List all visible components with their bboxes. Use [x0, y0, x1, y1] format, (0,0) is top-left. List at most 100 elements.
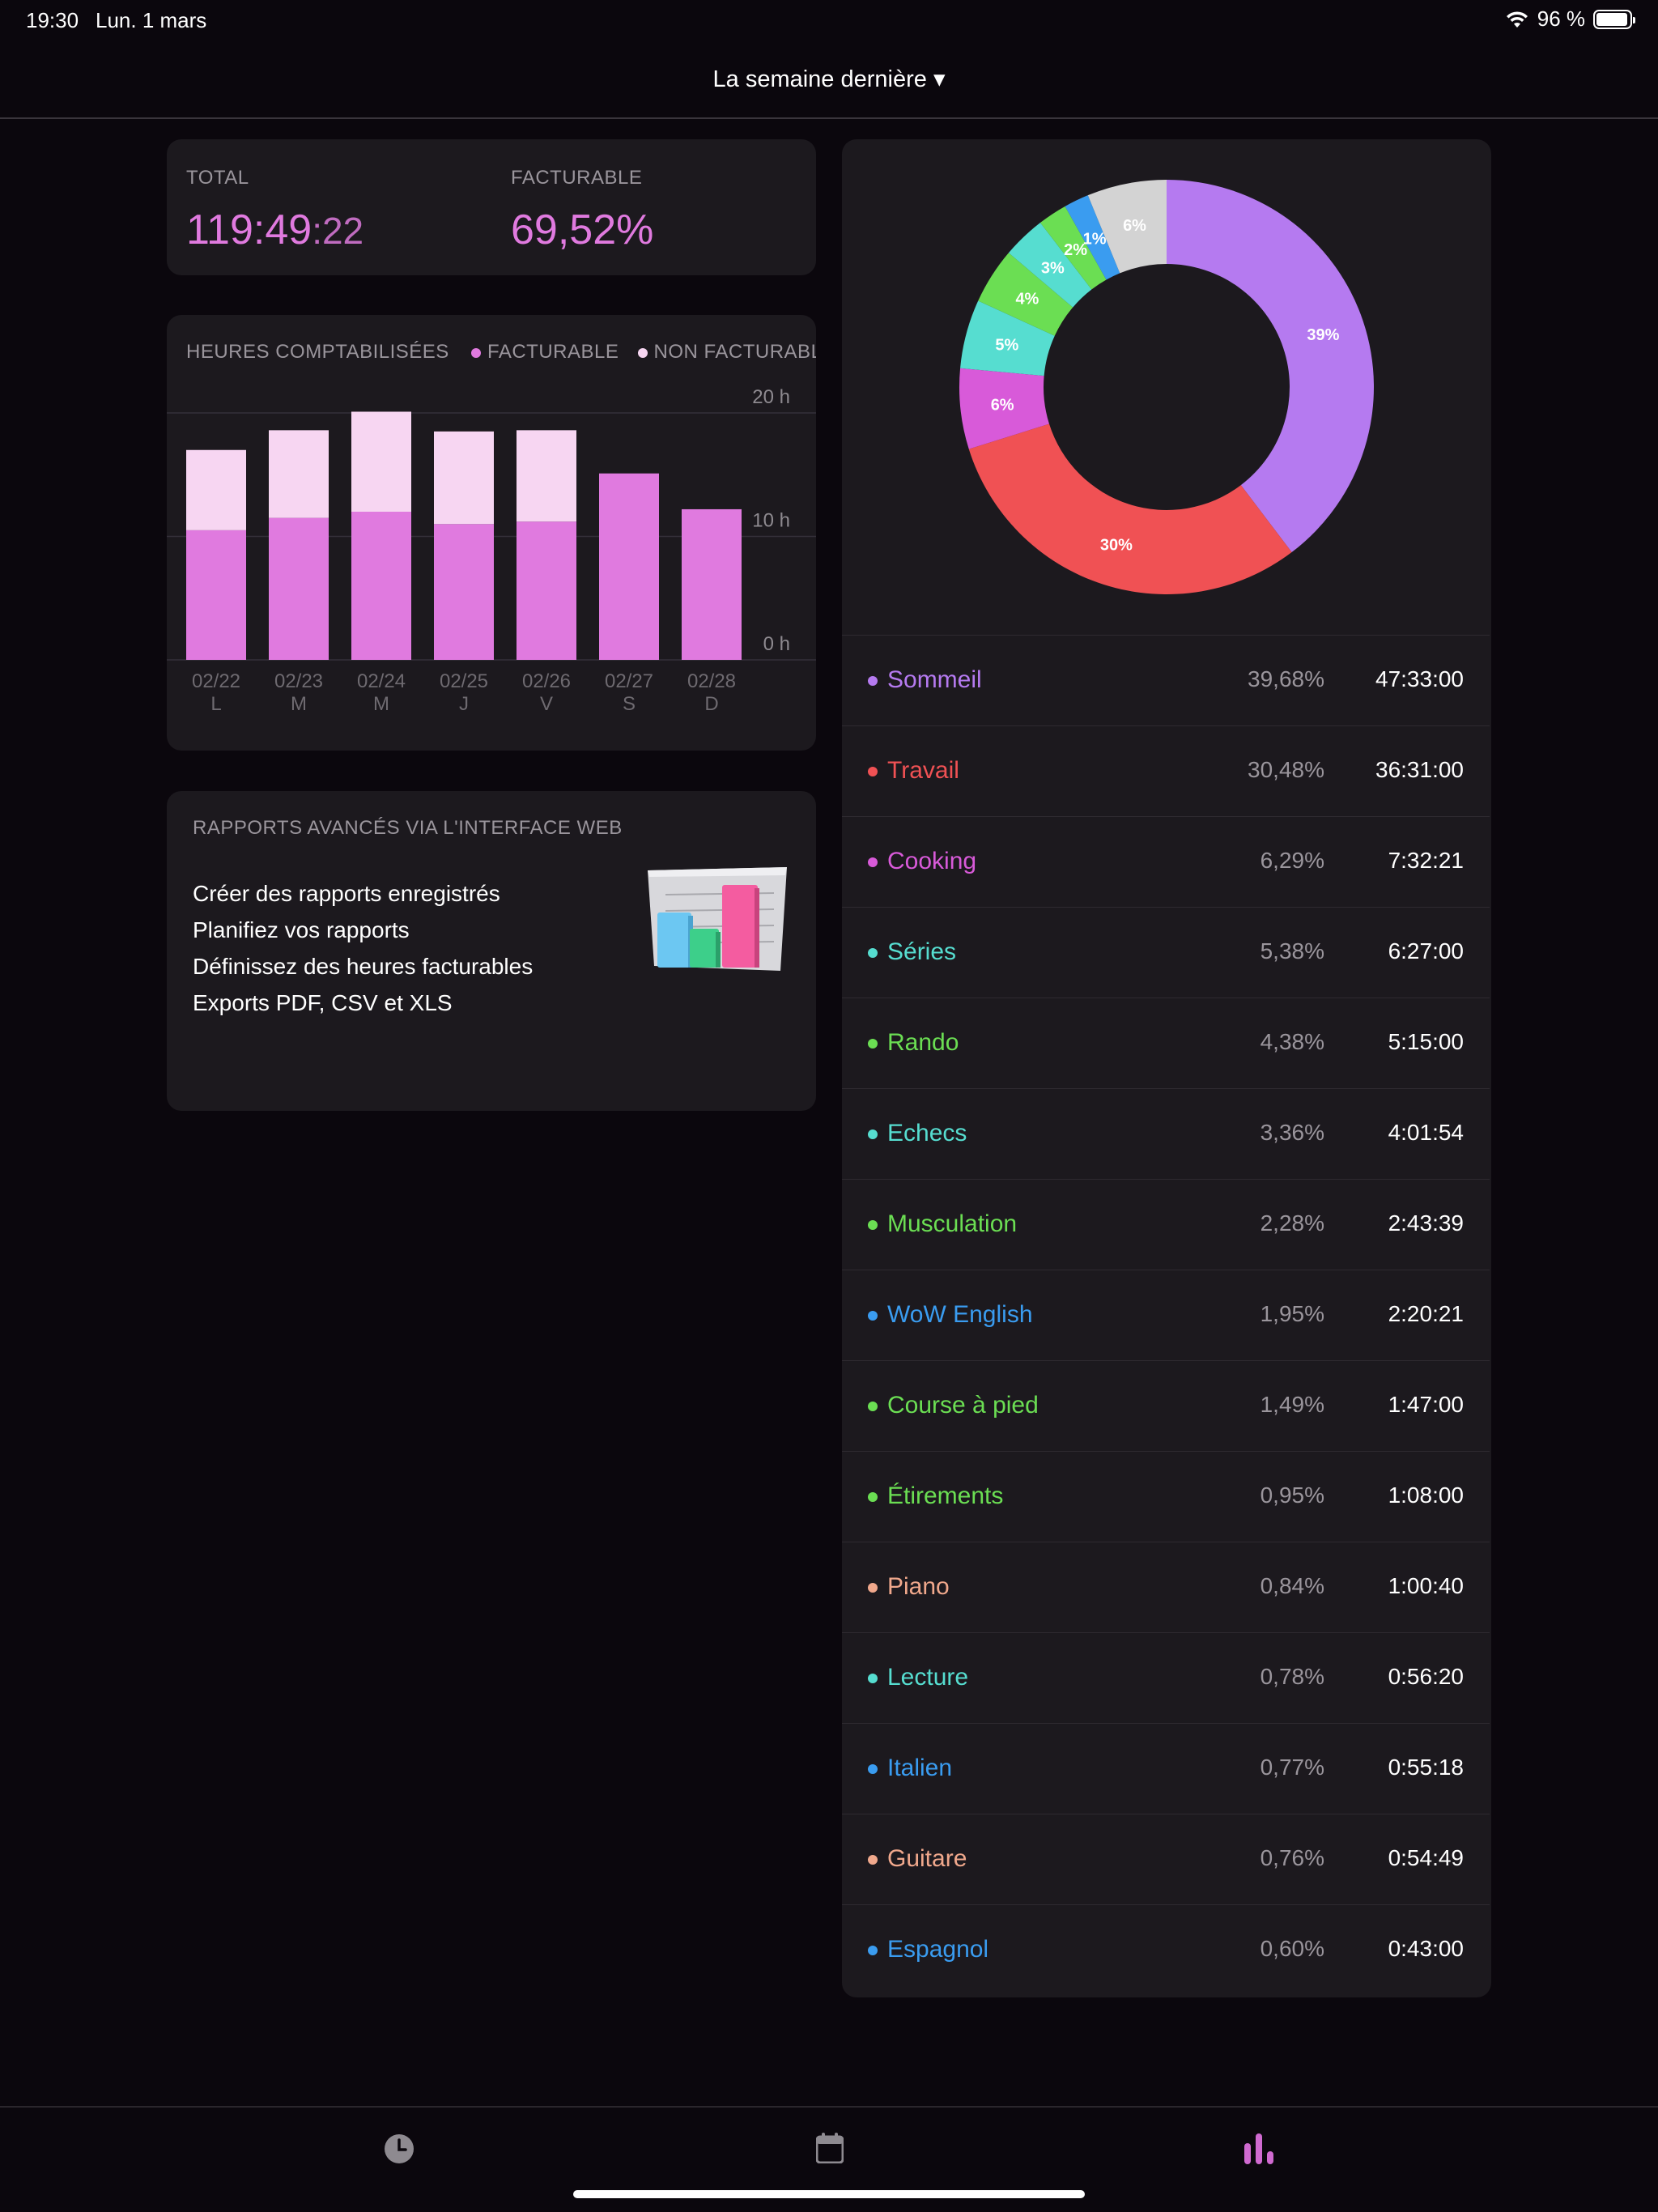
activity-percent: 39,68%: [1248, 666, 1324, 691]
activity-color-dot: [868, 1492, 878, 1502]
bar-billable: [682, 508, 742, 660]
activity-row[interactable]: Guitare 0,76% 0:54:49: [842, 1814, 1490, 1904]
wifi-icon: [1506, 11, 1528, 28]
donut-slice[interactable]: [968, 423, 1292, 594]
donut-slice[interactable]: [1039, 206, 1107, 290]
status-date: Lun. 1 mars: [96, 8, 207, 32]
reports-feature: Exports PDF, CSV et XLS: [193, 990, 453, 1015]
donut-slice-label: 2%: [1064, 241, 1087, 259]
battery-percent: 96 %: [1537, 6, 1585, 31]
x-tick-date: 02/23: [274, 670, 323, 692]
activity-name: Course à pied: [887, 1392, 1039, 1419]
activity-color-dot: [868, 767, 878, 776]
activity-duration: 1:00:40: [1388, 1573, 1464, 1598]
activity-percent: 1,49%: [1260, 1392, 1324, 1417]
x-tick-date: 02/27: [605, 670, 653, 692]
activity-row[interactable]: Echecs 3,36% 4:01:54: [842, 1088, 1490, 1179]
bar-chart-icon[interactable]: [1243, 2132, 1275, 2164]
donut-slice[interactable]: [1087, 180, 1167, 274]
activity-name: Séries: [887, 938, 957, 965]
activity-row[interactable]: Espagnol 0,60% 0:43:00: [842, 1904, 1490, 1995]
bar-billable: [517, 521, 576, 660]
reports-feature-list: Créer des rapports enregistrés Planifiez…: [193, 875, 533, 1021]
donut-slice-label: 4%: [1015, 290, 1039, 308]
donut-slice[interactable]: [1008, 223, 1092, 308]
activity-duration: 0:54:49: [1388, 1845, 1464, 1870]
activity-name: Cooking: [887, 848, 977, 874]
donut-slice[interactable]: [959, 368, 1049, 449]
activity-color-dot: [868, 1129, 878, 1139]
activity-percent: 4,38%: [1260, 1029, 1324, 1054]
reports-chart-illustration-icon: [648, 867, 787, 971]
activity-name: Echecs: [887, 1120, 967, 1146]
calendar-icon[interactable]: [816, 2133, 844, 2163]
activity-row[interactable]: Séries 5,38% 6:27:00: [842, 907, 1490, 998]
x-tick-date: 02/24: [357, 670, 406, 692]
donut-slice[interactable]: [960, 300, 1055, 376]
billable-value: 69,52%: [511, 206, 654, 253]
bar-nonbillable: [434, 431, 494, 525]
activity-color-dot: [868, 1946, 878, 1955]
total-value: 119:49:22: [186, 206, 363, 254]
bar-nonbillable: [186, 449, 246, 530]
x-tick-day: M: [373, 693, 389, 715]
x-tick-date: 02/25: [440, 670, 488, 692]
donut-slice[interactable]: [1167, 180, 1374, 553]
activity-row[interactable]: Cooking 6,29% 7:32:21: [842, 816, 1490, 907]
activity-percent: 0,76%: [1260, 1845, 1324, 1870]
activity-percent: 0,77%: [1260, 1755, 1324, 1780]
activity-name: Piano: [887, 1573, 950, 1600]
activity-row[interactable]: Étirements 0,95% 1:08:00: [842, 1451, 1490, 1542]
donut-slice-label: 30%: [1100, 536, 1133, 554]
activity-name: Italien: [887, 1755, 953, 1781]
activity-duration: 47:33:00: [1375, 666, 1464, 691]
reports-title: RAPPORTS AVANCÉS VIA L'INTERFACE WEB: [193, 817, 623, 839]
legend-billable-label: FACTURABLE: [487, 341, 619, 363]
reports-card[interactable]: RAPPORTS AVANCÉS VIA L'INTERFACE WEB Cré…: [167, 791, 816, 1111]
clock-icon[interactable]: [384, 2133, 414, 2164]
activity-percent: 3,36%: [1260, 1120, 1324, 1145]
battery-level: [1596, 12, 1628, 26]
activity-percent: 30,48%: [1248, 757, 1324, 782]
total-hours-minutes: 119:49: [186, 206, 312, 253]
activity-color-dot: [868, 948, 878, 958]
x-tick-day: L: [210, 693, 221, 715]
battery-icon: [1593, 9, 1635, 29]
activity-percent: 6,29%: [1260, 848, 1324, 873]
activity-name: WoW English: [887, 1301, 1033, 1328]
activity-row[interactable]: Course à pied 1,49% 1:47:00: [842, 1360, 1490, 1451]
home-indicator[interactable]: [573, 2190, 1085, 2198]
header-divider: [0, 117, 1658, 119]
bar-billable: [434, 524, 494, 660]
activity-row[interactable]: Rando 4,38% 5:15:00: [842, 998, 1490, 1088]
period-selector[interactable]: La semaine dernière ▾: [712, 66, 946, 92]
activity-name: Rando: [887, 1029, 959, 1056]
activity-row[interactable]: Musculation 2,28% 2:43:39: [842, 1179, 1490, 1270]
activity-color-dot: [868, 1855, 878, 1865]
activity-row[interactable]: Italien 0,77% 0:55:18: [842, 1723, 1490, 1814]
activity-color-dot: [868, 1311, 878, 1321]
activity-duration: 5:15:00: [1388, 1029, 1464, 1054]
donut-slice-label: 6%: [1123, 217, 1146, 235]
activity-row[interactable]: Piano 0,84% 1:00:40: [842, 1542, 1490, 1632]
reports-feature: Planifiez vos rapports: [193, 917, 410, 942]
activity-duration: 1:47:00: [1388, 1392, 1464, 1417]
activity-color-dot: [868, 1674, 878, 1683]
y-tick-label: 0 h: [763, 633, 790, 655]
activity-row[interactable]: WoW English 1,95% 2:20:21: [842, 1270, 1490, 1360]
donut-slice[interactable]: [978, 253, 1073, 336]
activity-row[interactable]: Sommeil 39,68% 47:33:00: [842, 635, 1490, 725]
bar-nonbillable: [351, 411, 411, 512]
activity-row[interactable]: Lecture 0,78% 0:56:20: [842, 1632, 1490, 1723]
donut-slice[interactable]: [1065, 195, 1120, 280]
activity-row[interactable]: Travail 30,48% 36:31:00: [842, 725, 1490, 816]
donut-slice-label: 3%: [1041, 259, 1065, 277]
hours-chart-legend: FACTURABLE NON FACTURABLE: [471, 341, 816, 364]
bar-billable: [599, 473, 659, 660]
activity-name: Musculation: [887, 1210, 1018, 1237]
x-tick-day: V: [540, 693, 553, 715]
bar-nonbillable: [517, 430, 576, 522]
x-tick-date: 02/26: [522, 670, 571, 692]
activity-percent: 0,78%: [1260, 1664, 1324, 1689]
activity-color-dot: [868, 857, 878, 867]
